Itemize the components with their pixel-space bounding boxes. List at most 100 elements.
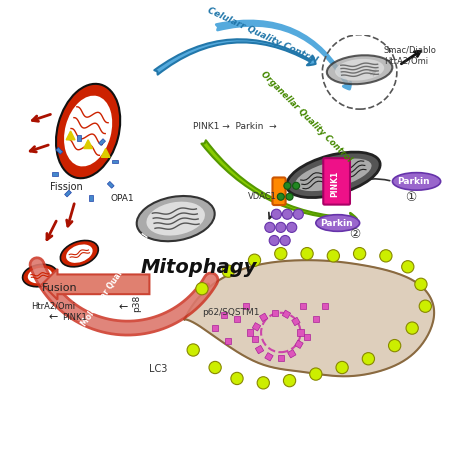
Text: Fusion: Fusion	[42, 283, 78, 293]
Text: Organellar Quality Control: Organellar Quality Control	[259, 69, 353, 164]
Bar	[112, 160, 118, 164]
Text: PINK1: PINK1	[331, 170, 340, 197]
Ellipse shape	[287, 152, 380, 198]
Ellipse shape	[335, 59, 384, 81]
Circle shape	[310, 368, 322, 380]
Circle shape	[419, 300, 431, 312]
Circle shape	[209, 361, 221, 374]
Circle shape	[265, 222, 275, 232]
Bar	[234, 316, 240, 322]
Bar	[107, 182, 114, 188]
Ellipse shape	[60, 240, 98, 267]
Text: LC3: LC3	[149, 364, 168, 374]
Bar	[90, 195, 93, 201]
Text: Molecular Quality Control: Molecular Quality Control	[79, 232, 150, 328]
Bar	[272, 310, 278, 316]
Text: ①: ①	[406, 191, 417, 204]
Bar	[247, 329, 253, 336]
Circle shape	[280, 236, 290, 246]
Polygon shape	[101, 148, 110, 157]
Polygon shape	[66, 131, 75, 140]
Text: p38: p38	[132, 294, 141, 312]
Bar	[243, 303, 249, 309]
Bar	[259, 313, 268, 321]
Circle shape	[292, 182, 300, 189]
Circle shape	[286, 193, 293, 200]
Ellipse shape	[23, 264, 57, 287]
Circle shape	[389, 339, 401, 352]
Circle shape	[301, 247, 313, 260]
Bar	[225, 338, 231, 344]
Ellipse shape	[66, 245, 92, 263]
Text: ②: ②	[349, 228, 360, 241]
Bar	[265, 353, 273, 361]
Bar	[255, 346, 264, 354]
Ellipse shape	[146, 201, 205, 236]
Bar	[64, 190, 72, 197]
Bar	[99, 139, 106, 146]
Text: ←: ←	[49, 312, 62, 322]
Circle shape	[257, 377, 269, 389]
Text: HtrA2/Omi: HtrA2/Omi	[383, 56, 428, 65]
Polygon shape	[184, 260, 434, 376]
Text: Mitophagy: Mitophagy	[141, 258, 257, 277]
Ellipse shape	[392, 173, 441, 190]
Bar	[292, 317, 300, 326]
Ellipse shape	[64, 96, 112, 166]
Bar	[321, 303, 328, 309]
Circle shape	[276, 222, 286, 232]
Circle shape	[272, 209, 282, 219]
Circle shape	[406, 322, 418, 334]
Circle shape	[283, 374, 296, 387]
Bar	[288, 349, 296, 358]
Circle shape	[293, 209, 303, 219]
Ellipse shape	[137, 196, 215, 241]
Circle shape	[380, 250, 392, 262]
Circle shape	[277, 193, 284, 200]
Text: Smac/Diablo: Smac/Diablo	[383, 45, 437, 54]
Circle shape	[284, 182, 291, 189]
Text: HtrA2/Omi: HtrA2/Omi	[31, 301, 75, 310]
Circle shape	[336, 361, 348, 374]
Circle shape	[222, 265, 234, 277]
FancyBboxPatch shape	[273, 177, 286, 205]
Text: OPA1: OPA1	[110, 194, 134, 203]
Circle shape	[283, 209, 292, 219]
Circle shape	[362, 353, 374, 365]
Circle shape	[187, 344, 200, 356]
Circle shape	[231, 373, 243, 384]
Circle shape	[248, 254, 261, 266]
Text: Fission: Fission	[50, 182, 82, 192]
FancyArrow shape	[42, 269, 149, 300]
Bar	[56, 147, 63, 154]
Text: Parkin: Parkin	[397, 177, 429, 186]
Bar	[295, 340, 303, 348]
FancyBboxPatch shape	[323, 158, 350, 205]
Bar	[221, 312, 227, 318]
Bar	[283, 310, 291, 319]
Bar	[52, 172, 58, 176]
Text: p62/SQSTM1: p62/SQSTM1	[202, 308, 259, 317]
Bar	[278, 355, 284, 361]
Circle shape	[269, 236, 279, 246]
Text: ←: ←	[119, 302, 128, 312]
Ellipse shape	[56, 84, 120, 178]
Text: PINK1: PINK1	[62, 313, 87, 322]
Circle shape	[401, 261, 414, 273]
Ellipse shape	[295, 158, 372, 191]
Polygon shape	[84, 140, 92, 148]
Circle shape	[354, 247, 366, 260]
Bar	[252, 323, 261, 331]
Text: PINK1 →  Parkin  →: PINK1 → Parkin →	[193, 122, 277, 131]
Circle shape	[196, 283, 208, 295]
Bar	[77, 135, 81, 141]
Ellipse shape	[28, 268, 52, 283]
Circle shape	[287, 222, 297, 232]
Bar	[300, 303, 306, 309]
Ellipse shape	[327, 55, 392, 84]
Text: Parkin: Parkin	[320, 219, 353, 228]
Bar	[212, 325, 218, 331]
Circle shape	[415, 278, 427, 291]
Bar	[313, 316, 319, 322]
Circle shape	[274, 247, 287, 260]
